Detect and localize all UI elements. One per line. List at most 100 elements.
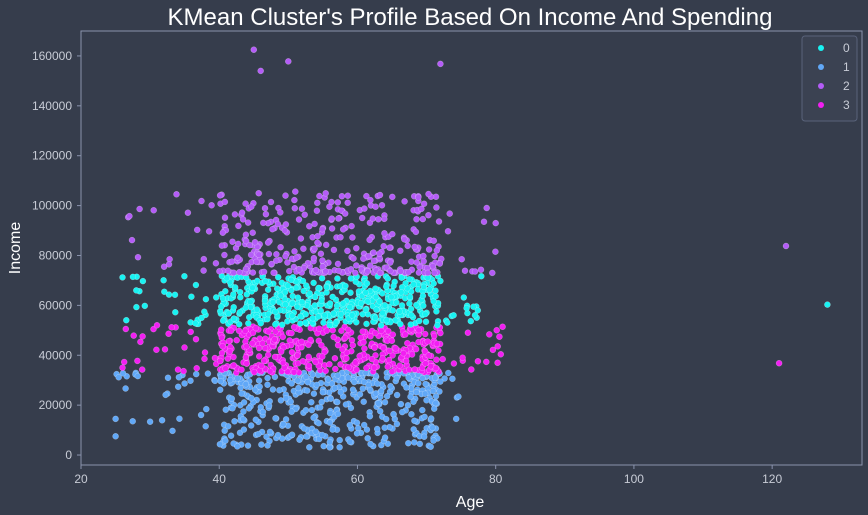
scatter-point (347, 289, 354, 296)
scatter-point (273, 257, 280, 264)
scatter-point (238, 209, 246, 216)
scatter-point (406, 366, 413, 373)
scatter-point (348, 312, 356, 319)
scatter-point (150, 207, 157, 214)
scatter-point (393, 391, 401, 399)
scatter-point (292, 188, 299, 195)
scatter-point (314, 232, 321, 240)
scatter-point (309, 371, 317, 378)
scatter-point (242, 327, 249, 335)
scatter-point (433, 356, 440, 363)
scatter-point (161, 288, 168, 295)
scatter-point (212, 294, 220, 301)
scatter-point (331, 384, 339, 392)
scatter-point (329, 426, 336, 433)
scatter-point (289, 312, 296, 319)
scatter-point (198, 314, 205, 322)
scatter-point (242, 354, 250, 361)
scatter-point (385, 356, 393, 364)
scatter-point (243, 360, 250, 367)
scatter-point (492, 248, 499, 255)
scatter-point (277, 243, 284, 251)
scatter-point (255, 251, 262, 259)
scatter-point (464, 329, 472, 336)
scatter-point (244, 219, 252, 226)
scatter-point (420, 252, 427, 260)
scatter-point (204, 370, 212, 377)
scatter-point (293, 284, 300, 291)
scatter-point (406, 276, 413, 283)
scatter-point (432, 287, 439, 294)
scatter-point (228, 395, 236, 402)
scatter-point (359, 328, 366, 335)
scatter-point (467, 317, 474, 325)
scatter-point (363, 280, 371, 287)
scatter-point (346, 421, 353, 429)
scatter-point (271, 336, 278, 343)
scatter-point (164, 374, 172, 381)
scatter-point (334, 275, 341, 282)
scatter-point (434, 322, 441, 329)
scatter-point (234, 375, 241, 382)
scatter-point (338, 327, 345, 334)
scatter-point (165, 330, 172, 337)
scatter-point (216, 357, 224, 365)
scatter-point (378, 387, 385, 395)
scatter-point (282, 395, 290, 402)
scatter-point (270, 269, 277, 276)
scatter-point (425, 190, 432, 198)
scatter-point (355, 288, 363, 295)
scatter-point (328, 225, 336, 232)
scatter-point (413, 301, 420, 309)
scatter-point (431, 332, 438, 340)
scatter-point (368, 356, 376, 363)
scatter-point (310, 390, 318, 397)
scatter-point (493, 327, 500, 334)
scatter-point (262, 277, 269, 285)
scatter-point (421, 433, 428, 440)
scatter-point (435, 347, 442, 354)
scatter-point (248, 203, 255, 210)
scatter-point (397, 320, 404, 328)
scatter-point (410, 426, 417, 433)
scatter-point (282, 221, 290, 228)
y-tick-label: 20000 (39, 398, 73, 412)
scatter-point (262, 210, 270, 218)
scatter-point (231, 284, 239, 291)
scatter-point (311, 293, 319, 300)
scatter-point (193, 365, 200, 372)
scatter-point (496, 333, 503, 340)
scatter-point (455, 393, 462, 400)
scatter-point (450, 312, 457, 319)
y-tick-label: 160000 (32, 49, 72, 63)
scatter-point (326, 419, 334, 426)
scatter-point (416, 440, 423, 448)
scatter-point (285, 58, 292, 65)
scatter-point (243, 291, 251, 298)
scatter-point (406, 300, 413, 307)
scatter-point (259, 408, 267, 416)
scatter-point (388, 337, 396, 344)
scatter-point (336, 444, 343, 451)
scatter-point (390, 410, 397, 418)
scatter-point (427, 363, 434, 370)
scatter-point (288, 276, 295, 284)
scatter-point (380, 344, 387, 352)
scatter-point (367, 196, 374, 204)
scatter-point (376, 269, 384, 277)
scatter-point (273, 251, 280, 258)
scatter-point (306, 290, 313, 297)
scatter-point (242, 237, 250, 245)
scatter-point (419, 215, 426, 223)
scatter-point (419, 375, 426, 382)
scatter-point (174, 383, 182, 390)
scatter-point (371, 344, 378, 351)
scatter-point (317, 307, 324, 315)
scatter-point (356, 391, 364, 398)
scatter-point (303, 282, 310, 289)
scatter-point (392, 345, 399, 352)
scatter-point (265, 250, 273, 258)
scatter-point (361, 345, 368, 352)
scatter-point (298, 338, 305, 345)
scatter-point (239, 416, 247, 423)
